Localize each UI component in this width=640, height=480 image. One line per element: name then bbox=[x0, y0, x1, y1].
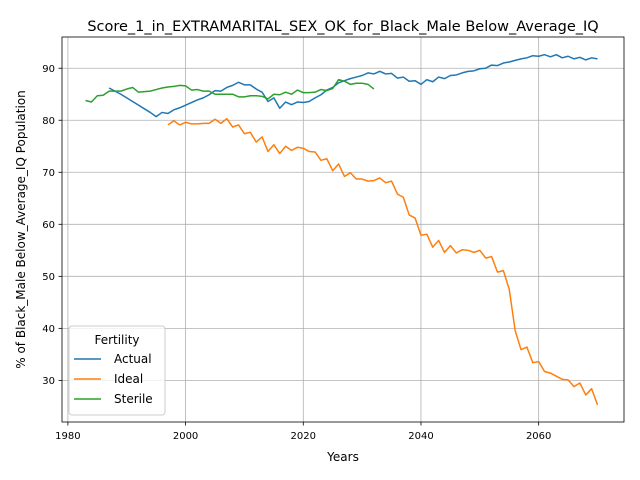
y-tick-label: 50 bbox=[42, 272, 55, 283]
y-axis: 30 40 50 60 70 80 90 bbox=[42, 64, 62, 387]
y-tick-label: 30 bbox=[42, 376, 55, 387]
legend-label-ideal: Ideal bbox=[114, 372, 143, 386]
legend-box bbox=[68, 325, 166, 416]
series-line-sterile bbox=[85, 78, 375, 103]
y-tick-label: 90 bbox=[42, 64, 55, 75]
plot-frame bbox=[61, 36, 625, 423]
y-tick-label: 40 bbox=[42, 324, 55, 335]
x-axis-label: Years bbox=[326, 450, 359, 464]
series-layer bbox=[85, 53, 599, 406]
legend-label-actual: Actual bbox=[114, 352, 152, 366]
x-tick-label: 2040 bbox=[408, 431, 433, 442]
x-axis: 1980 2000 2020 2040 2060 bbox=[55, 422, 551, 442]
y-tick-label: 80 bbox=[42, 116, 55, 127]
chart-title: Score_1_in_EXTRAMARITAL_SEX_OK_for_Black… bbox=[87, 19, 598, 35]
series-line-actual bbox=[108, 53, 598, 118]
y-tick-label: 70 bbox=[42, 168, 55, 179]
y-axis-label: % of Black_Male Below_Average_IQ Populat… bbox=[14, 90, 28, 369]
x-tick-label: 1980 bbox=[55, 431, 80, 442]
legend-label-sterile: Sterile bbox=[114, 392, 153, 406]
y-tick-label: 60 bbox=[42, 220, 55, 231]
legend: Fertility Actual Ideal Sterile bbox=[68, 325, 166, 416]
x-tick-label: 2060 bbox=[526, 431, 551, 442]
x-tick-label: 2000 bbox=[173, 431, 198, 442]
x-tick-label: 2020 bbox=[291, 431, 316, 442]
series-line-ideal bbox=[167, 117, 599, 406]
legend-title: Fertility bbox=[94, 333, 139, 347]
